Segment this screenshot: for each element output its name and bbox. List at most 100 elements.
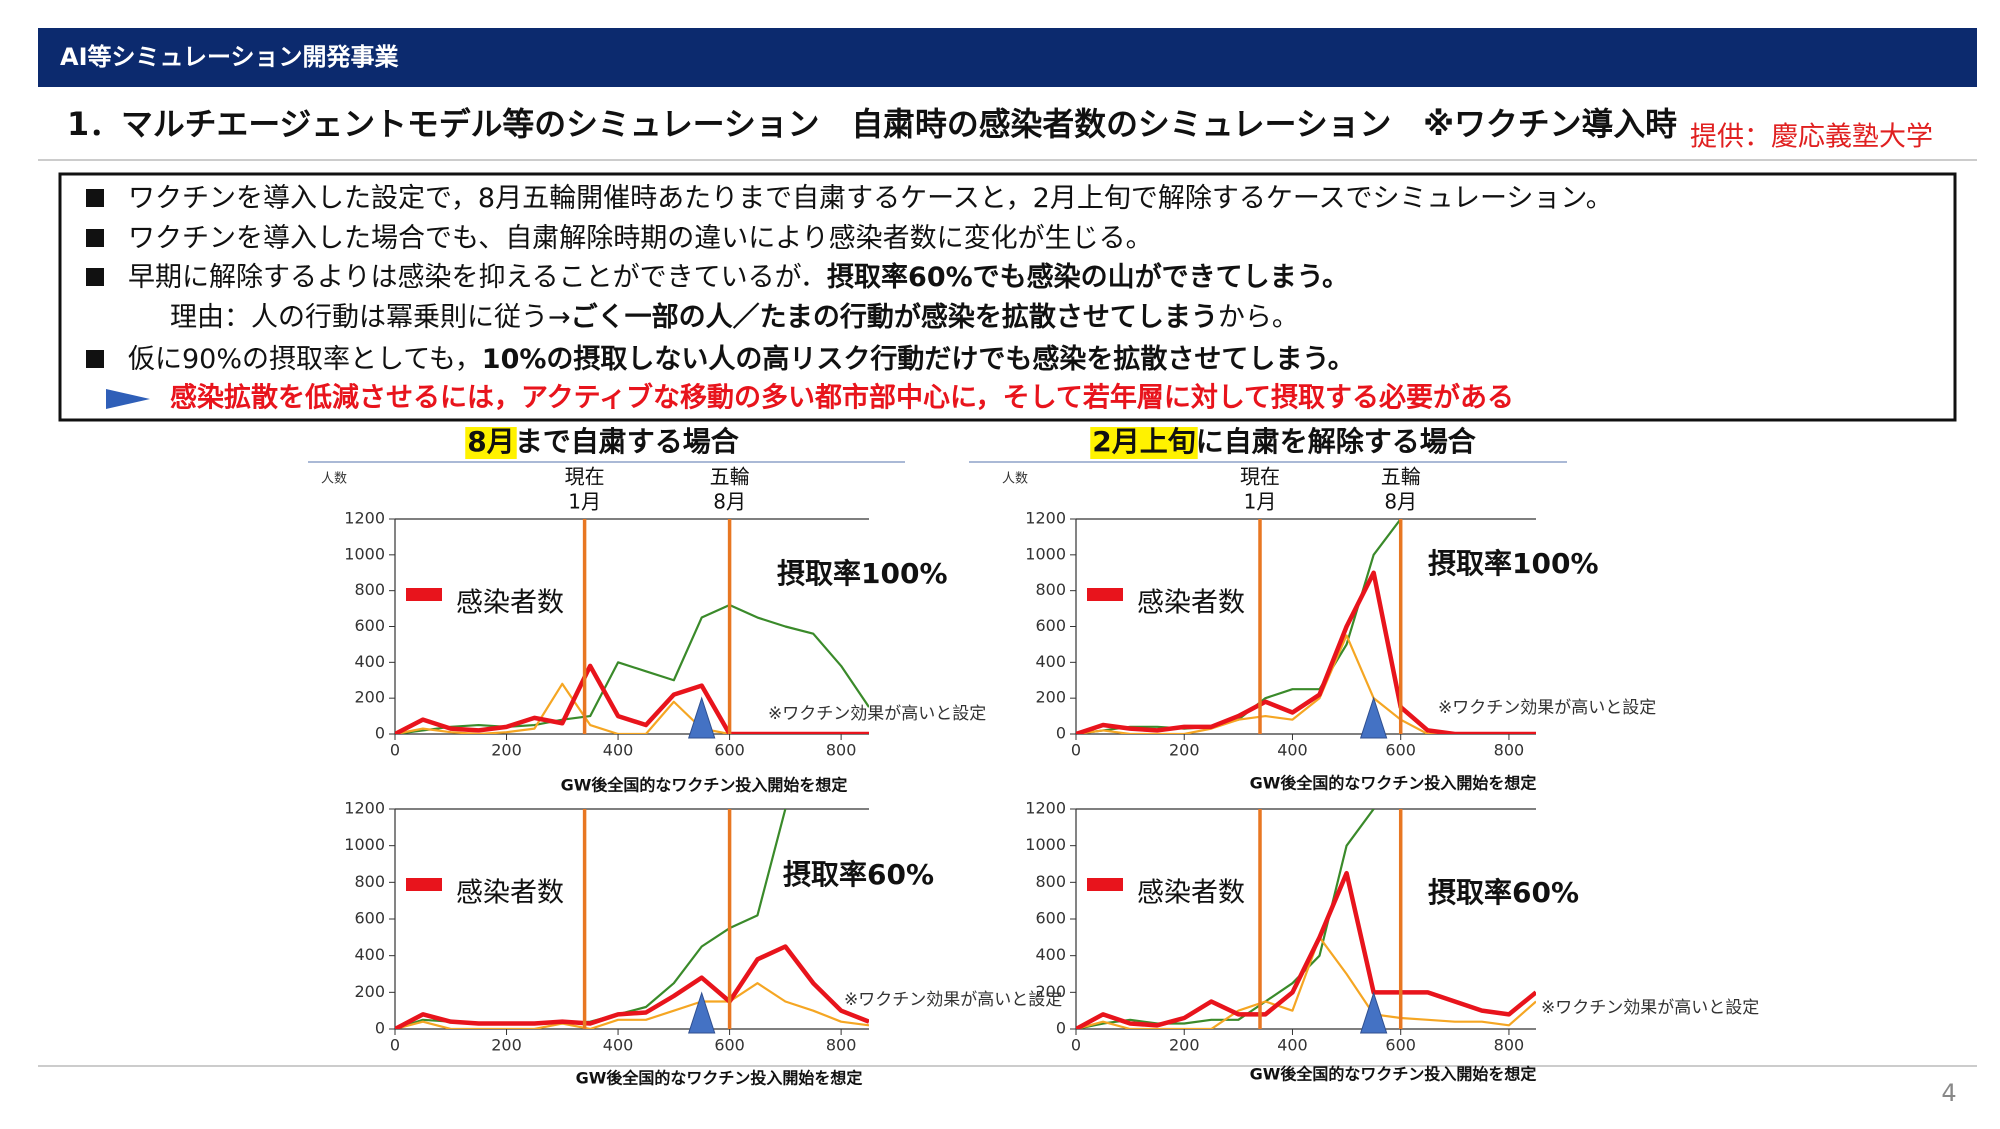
- bullet-text: 早期に解除するよりは感染を抑えることができているが．: [128, 262, 827, 293]
- bullet: ワクチンを導入した場合でも、自粛解除時期の違いにより感染者数に変化が生じる。: [128, 223, 1153, 254]
- rate-label: 摂取率60%: [1428, 876, 1579, 909]
- x-tick-label: 400: [603, 1036, 634, 1055]
- x-tick-label: 800: [1494, 741, 1525, 760]
- x-tick-label: 600: [1385, 1036, 1416, 1055]
- panel-title: 8月まで自粛する場合: [467, 425, 739, 458]
- reason-text: から。: [1218, 302, 1299, 333]
- bullet-square: [86, 350, 104, 368]
- series-line: [395, 944, 869, 1029]
- reason-text: ごく一部の人／たまの行動が感染を拡散させてしまう: [571, 301, 1218, 333]
- reason-text: 理由：人の行動は冪乗則に従う→: [170, 302, 571, 333]
- y-unit: 人数: [321, 472, 347, 487]
- reason: 理由：人の行動は冪乗則に従う→ごく一部の人／たまの行動が感染を拡散させてしまうか…: [170, 301, 1299, 333]
- plot: [395, 603, 869, 734]
- x-tick-label: 200: [1169, 1036, 1200, 1055]
- header-bar-title: AI等シミュレーション開発事業: [60, 43, 399, 71]
- panel-title-highlight: 2月上旬: [1092, 425, 1195, 458]
- y-tick-label: 800: [354, 580, 385, 599]
- series-line: [395, 603, 869, 734]
- x-tick-label: 200: [1169, 741, 1200, 760]
- y-tick-label: 600: [354, 909, 385, 928]
- slide-title: 1．マルチエージェントモデル等のシミュレーション 自粛時の感染者数のシミュレーシ…: [67, 105, 1677, 143]
- legend-label: 感染者数: [456, 878, 564, 909]
- bullet-square: [86, 189, 104, 207]
- y-tick-label: 800: [354, 872, 385, 891]
- bullet-text: 10%の摂取しない人の高リスク行動だけでも感染を拡散させてしまう。: [482, 343, 1355, 375]
- y-tick-label: 1000: [344, 544, 385, 563]
- y-tick-label: 400: [1035, 652, 1066, 671]
- x-tick-label: 200: [491, 741, 522, 760]
- y-tick-label: 200: [1035, 982, 1066, 1001]
- panel-title-text: に自粛を解除する場合: [1196, 425, 1477, 458]
- y-tick-label: 800: [1035, 580, 1066, 599]
- bullet-text: ワクチンを導入した設定で，8月五輪開催時あたりまで自粛するケースと，2月上旬で解…: [128, 183, 1613, 214]
- rate-label: 摂取率100%: [777, 557, 948, 590]
- note: ※ワクチン効果が高いと設定: [1541, 998, 1759, 1018]
- event-label: 1月: [568, 490, 601, 514]
- y-tick-label: 1200: [1025, 799, 1066, 818]
- y-tick-label: 200: [1035, 688, 1066, 707]
- vaccine-marker: [1359, 696, 1388, 739]
- note: ※ワクチン効果が高いと設定: [1438, 698, 1656, 718]
- legend-swatch: [406, 588, 442, 601]
- legend-label: 感染者数: [1137, 588, 1245, 619]
- series-line: [395, 982, 869, 1029]
- caption: GW後全国的なワクチン投入開始を想定: [1250, 774, 1537, 793]
- bullet-text: 摂取率60%でも感染の山ができてしまう。: [827, 261, 1349, 293]
- event-label: 8月: [713, 490, 746, 514]
- y-tick-label: 400: [354, 945, 385, 964]
- x-tick-label: 400: [1277, 1036, 1308, 1055]
- y-tick-label: 1200: [344, 799, 385, 818]
- bullet-text: 仮に90%の摂取率としても，: [128, 344, 482, 375]
- x-tick-label: 400: [1277, 741, 1308, 760]
- y-tick-label: 200: [354, 688, 385, 707]
- x-tick-label: 0: [1071, 741, 1081, 760]
- note: ※ワクチン効果が高いと設定: [768, 704, 986, 724]
- event-label: 現在: [565, 465, 605, 489]
- plot: [1076, 809, 1536, 1029]
- series-line: [395, 809, 787, 1029]
- x-tick-label: 800: [1494, 1036, 1525, 1055]
- series-line: [1076, 936, 1536, 1029]
- x-tick-label: 200: [491, 1036, 522, 1055]
- y-tick-label: 0: [375, 724, 385, 743]
- bullet: 早期に解除するよりは感染を抑えることができているが．摂取率60%でも感染の山がで…: [128, 261, 1349, 293]
- series-line: [1076, 634, 1536, 734]
- event-label: 五輪: [1381, 465, 1421, 489]
- x-tick-label: 0: [390, 741, 400, 760]
- y-tick-label: 1000: [1025, 544, 1066, 563]
- x-tick-label: 800: [826, 741, 857, 760]
- x-tick-label: 600: [714, 741, 745, 760]
- y-tick-label: 200: [354, 982, 385, 1001]
- y-tick-label: 1000: [344, 835, 385, 854]
- caption: GW後全国的なワクチン投入開始を想定: [1250, 1065, 1537, 1084]
- y-tick-label: 0: [375, 1019, 385, 1038]
- event-label: 1月: [1244, 490, 1277, 514]
- y-tick-label: 0: [1056, 1019, 1066, 1038]
- caption: GW後全国的なワクチン投入開始を想定: [561, 776, 848, 795]
- arrow-icon: [106, 389, 150, 409]
- legend-swatch: [1087, 588, 1123, 601]
- y-tick-label: 400: [1035, 945, 1066, 964]
- highlight-bg: [465, 427, 517, 459]
- y-tick-label: 600: [1035, 909, 1066, 928]
- panel-title-text: まで自粛する場合: [515, 425, 740, 458]
- series-line: [1076, 570, 1536, 734]
- x-tick-label: 800: [826, 1036, 857, 1055]
- y-tick-label: 400: [354, 652, 385, 671]
- y-unit: 人数: [1002, 472, 1028, 487]
- y-tick-label: 600: [354, 616, 385, 635]
- x-tick-label: 0: [1071, 1036, 1081, 1055]
- highlight-bg: [1090, 427, 1198, 459]
- bullet: 仮に90%の摂取率としても，10%の摂取しない人の高リスク行動だけでも感染を拡散…: [128, 343, 1355, 375]
- vaccine-marker: [688, 696, 716, 739]
- panel-title-highlight: 8月: [467, 425, 514, 458]
- y-tick-label: 1200: [344, 509, 385, 528]
- header-bar: [38, 28, 1977, 87]
- credit: 提供：慶応義塾大学: [1690, 122, 1933, 153]
- x-tick-label: 600: [1385, 741, 1416, 760]
- note: ※ワクチン効果が高いと設定: [844, 990, 1062, 1010]
- bullet-text: ワクチンを導入した場合でも、自粛解除時期の違いにより感染者数に変化が生じる。: [128, 223, 1153, 254]
- legend-label: 感染者数: [456, 588, 564, 619]
